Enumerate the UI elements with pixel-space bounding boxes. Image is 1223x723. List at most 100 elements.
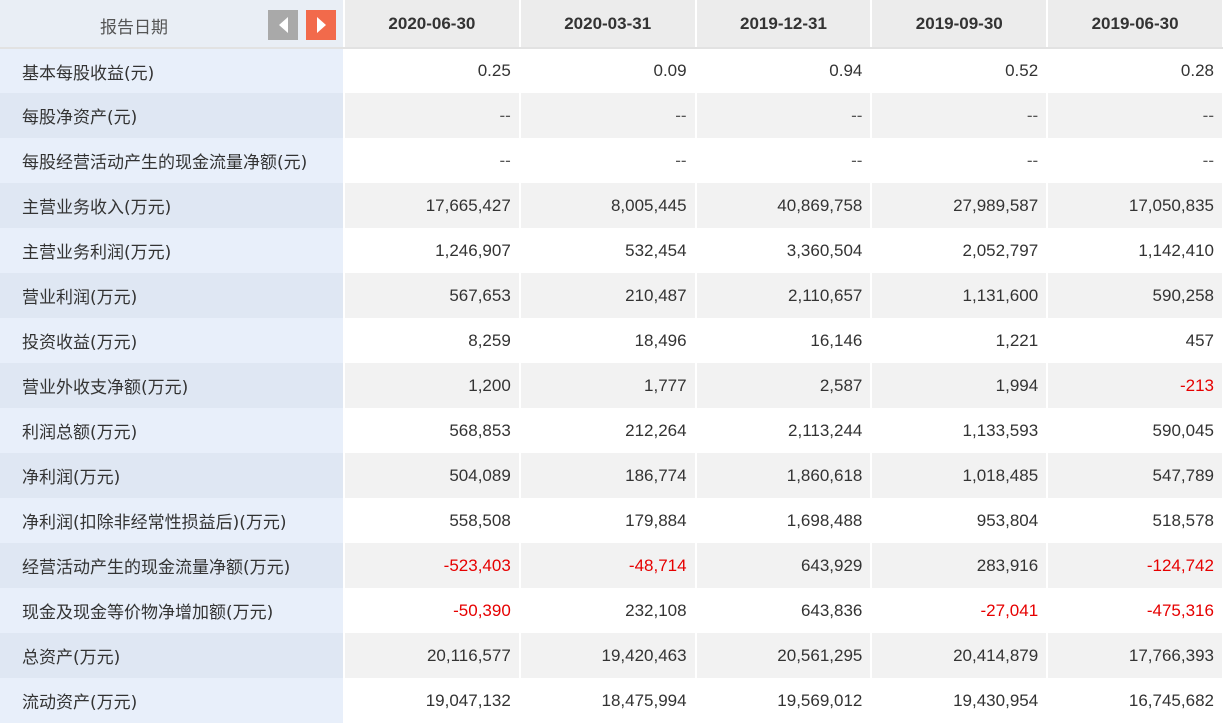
value-cell: -- <box>695 138 873 183</box>
value-cell: 2,052,797 <box>871 228 1049 273</box>
value-cell: 0.28 <box>1047 48 1223 93</box>
next-period-button[interactable] <box>306 10 336 40</box>
value-cell: 232,108 <box>519 588 697 633</box>
value-cell: 558,508 <box>344 498 521 543</box>
value-cell: -- <box>871 93 1049 138</box>
row-label: 每股经营活动产生的现金流量净额(元) <box>0 138 345 183</box>
value-cell: 17,766,393 <box>1047 633 1223 678</box>
table-row: 总资产(万元) 20,116,577 19,420,463 20,561,295 20,… <box>0 633 1223 678</box>
value-cell: 17,050,835 <box>1047 183 1223 228</box>
value-cell: 590,045 <box>1047 408 1223 453</box>
table-row: 投资收益(万元) 8,259 18,496 16,146 1,221 457 <box>0 318 1223 363</box>
value-cell: 643,929 <box>695 543 873 588</box>
value-cell: 3,360,504 <box>695 228 873 273</box>
prev-period-button[interactable] <box>268 10 298 40</box>
table-row: 净利润(万元) 504,089 186,774 1,860,618 1,018,485 5… <box>0 453 1223 498</box>
value-cell: 283,916 <box>871 543 1049 588</box>
value-cell: -124,742 <box>1047 543 1223 588</box>
row-label: 总资产(万元) <box>0 633 345 678</box>
value-cell: 953,804 <box>871 498 1049 543</box>
triangle-left-icon <box>278 17 288 33</box>
value-cell: 568,853 <box>344 408 521 453</box>
value-cell: 1,860,618 <box>695 453 873 498</box>
value-cell: -- <box>519 138 697 183</box>
value-cell: 547,789 <box>1047 453 1223 498</box>
row-label: 营业外收支净额(万元) <box>0 363 345 408</box>
value-cell: 20,414,879 <box>871 633 1049 678</box>
value-cell: 16,745,682 <box>1047 678 1223 723</box>
row-label: 净利润(扣除非经常性损益后)(万元) <box>0 498 345 543</box>
date-header: 2019-09-30 <box>871 0 1049 49</box>
value-cell: 0.09 <box>519 48 697 93</box>
value-cell: 2,113,244 <box>695 408 873 453</box>
row-label: 经营活动产生的现金流量净额(万元) <box>0 543 345 588</box>
row-label: 利润总额(万元) <box>0 408 345 453</box>
value-cell: 1,133,593 <box>871 408 1049 453</box>
value-cell: 1,018,485 <box>871 453 1049 498</box>
value-cell: 20,561,295 <box>695 633 873 678</box>
table-row: 每股净资产(元) -- -- -- -- -- <box>0 93 1223 138</box>
value-cell: 518,578 <box>1047 498 1223 543</box>
value-cell: 504,089 <box>344 453 521 498</box>
value-cell: -- <box>344 138 521 183</box>
report-date-label: 报告日期 <box>100 18 168 38</box>
value-cell: 532,454 <box>519 228 697 273</box>
date-header: 2020-06-30 <box>344 0 521 49</box>
value-cell: -- <box>344 93 521 138</box>
value-cell: -- <box>1047 93 1223 138</box>
value-cell: 16,146 <box>695 318 873 363</box>
value-cell: 0.52 <box>871 48 1049 93</box>
value-cell: -- <box>695 93 873 138</box>
date-header: 2019-12-31 <box>695 0 873 49</box>
value-cell: 567,653 <box>344 273 521 318</box>
report-date-header: 报告日期 <box>0 0 345 49</box>
table-row: 现金及现金等价物净增加额(万元) -50,390 232,108 643,836 -27… <box>0 588 1223 633</box>
value-cell: 1,142,410 <box>1047 228 1223 273</box>
value-cell: 19,047,132 <box>344 678 521 723</box>
row-label: 净利润(万元) <box>0 453 345 498</box>
value-cell: 17,665,427 <box>344 183 521 228</box>
value-cell: 19,569,012 <box>695 678 873 723</box>
table-row: 营业外收支净额(万元) 1,200 1,777 2,587 1,994 -213 <box>0 363 1223 408</box>
row-label: 主营业务收入(万元) <box>0 183 345 228</box>
value-cell: -27,041 <box>871 588 1049 633</box>
table-row: 每股经营活动产生的现金流量净额(元) -- -- -- -- -- <box>0 138 1223 183</box>
value-cell: 18,496 <box>519 318 697 363</box>
row-label: 基本每股收益(元) <box>0 48 345 93</box>
table-row: 主营业务利润(万元) 1,246,907 532,454 3,360,504 2,052… <box>0 228 1223 273</box>
table-row: 利润总额(万元) 568,853 212,264 2,113,244 1,133,593… <box>0 408 1223 453</box>
value-cell: -- <box>1047 138 1223 183</box>
table-row: 经营活动产生的现金流量净额(万元) -523,403 -48,714 643,929 2… <box>0 543 1223 588</box>
value-cell: 212,264 <box>519 408 697 453</box>
table-row: 净利润(扣除非经常性损益后)(万元) 558,508 179,884 1,698,48… <box>0 498 1223 543</box>
triangle-right-icon <box>316 17 326 33</box>
value-cell: 0.94 <box>695 48 873 93</box>
value-cell: 1,200 <box>344 363 521 408</box>
value-cell: 27,989,587 <box>871 183 1049 228</box>
value-cell: 1,994 <box>871 363 1049 408</box>
table-row: 基本每股收益(元) 0.25 0.09 0.94 0.52 0.28 <box>0 48 1223 93</box>
value-cell: 2,110,657 <box>695 273 873 318</box>
value-cell: 1,131,600 <box>871 273 1049 318</box>
table-row: 流动资产(万元) 19,047,132 18,475,994 19,569,012 19… <box>0 678 1223 723</box>
value-cell: 2,587 <box>695 363 873 408</box>
header-row: 报告日期 2020-06-30 2020-03-31 2019-12-31 20… <box>0 0 1223 49</box>
row-label: 营业利润(万元) <box>0 273 345 318</box>
value-cell: 19,420,463 <box>519 633 697 678</box>
value-cell: 19,430,954 <box>871 678 1049 723</box>
value-cell: 0.25 <box>344 48 521 93</box>
value-cell: 18,475,994 <box>519 678 697 723</box>
row-label: 现金及现金等价物净增加额(万元) <box>0 588 345 633</box>
date-header: 2019-06-30 <box>1047 0 1223 49</box>
value-cell: 20,116,577 <box>344 633 521 678</box>
value-cell: 643,836 <box>695 588 873 633</box>
value-cell: -523,403 <box>344 543 521 588</box>
value-cell: -213 <box>1047 363 1223 408</box>
value-cell: 457 <box>1047 318 1223 363</box>
value-cell: 179,884 <box>519 498 697 543</box>
value-cell: 1,777 <box>519 363 697 408</box>
date-header: 2020-03-31 <box>519 0 697 49</box>
table-row: 营业利润(万元) 567,653 210,487 2,110,657 1,131,600… <box>0 273 1223 318</box>
row-label: 流动资产(万元) <box>0 678 345 723</box>
